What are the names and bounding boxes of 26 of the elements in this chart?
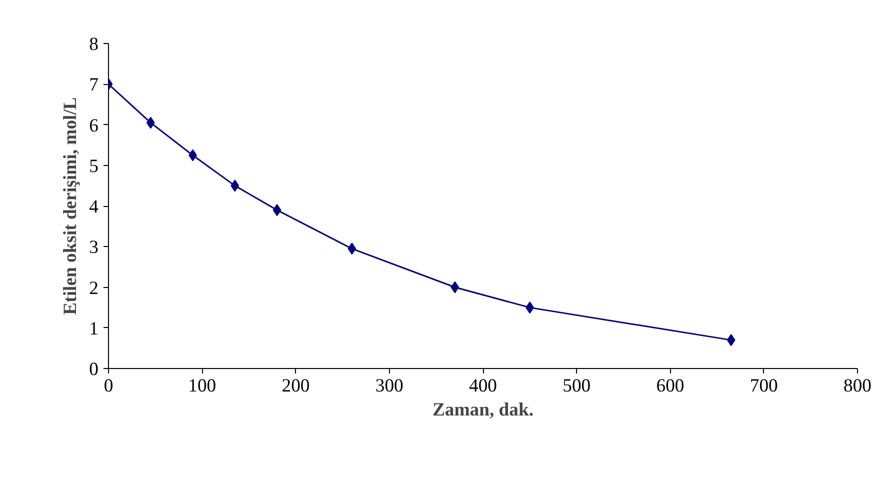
x-axis-title: Zaman, dak. [432,400,534,420]
point [230,180,240,192]
point [272,204,282,216]
x-tick-label: 200 [282,376,310,396]
point [348,242,356,255]
y-tick-label: 7 [89,74,98,96]
y-axis-title: Etilen oksit derişimi, mol/L [60,97,82,315]
x-tick-label: 600 [656,376,684,396]
y-tick-label: 0 [89,359,98,380]
y-tick-label: 5 [89,156,98,177]
x-tick-label: 400 [469,376,497,396]
y-tick-label: 4 [89,196,100,218]
x-tick-label: 100 [188,376,216,396]
y-tick-label: 8 [89,34,98,55]
y-tick-label: 6 [89,115,98,136]
point [146,116,155,129]
x-tick-label: 0 [104,376,114,396]
x-tick-label: 300 [375,376,404,396]
y-tick-label: 3 [89,237,98,258]
y-tick-label: 2 [89,278,98,299]
x-tick-label: 700 [750,376,778,396]
x-tick-label: 800 [844,376,872,396]
y-tick-label: 1 [89,318,98,340]
point [726,334,736,346]
point [450,281,460,294]
x-tick-label: 500 [562,376,591,396]
